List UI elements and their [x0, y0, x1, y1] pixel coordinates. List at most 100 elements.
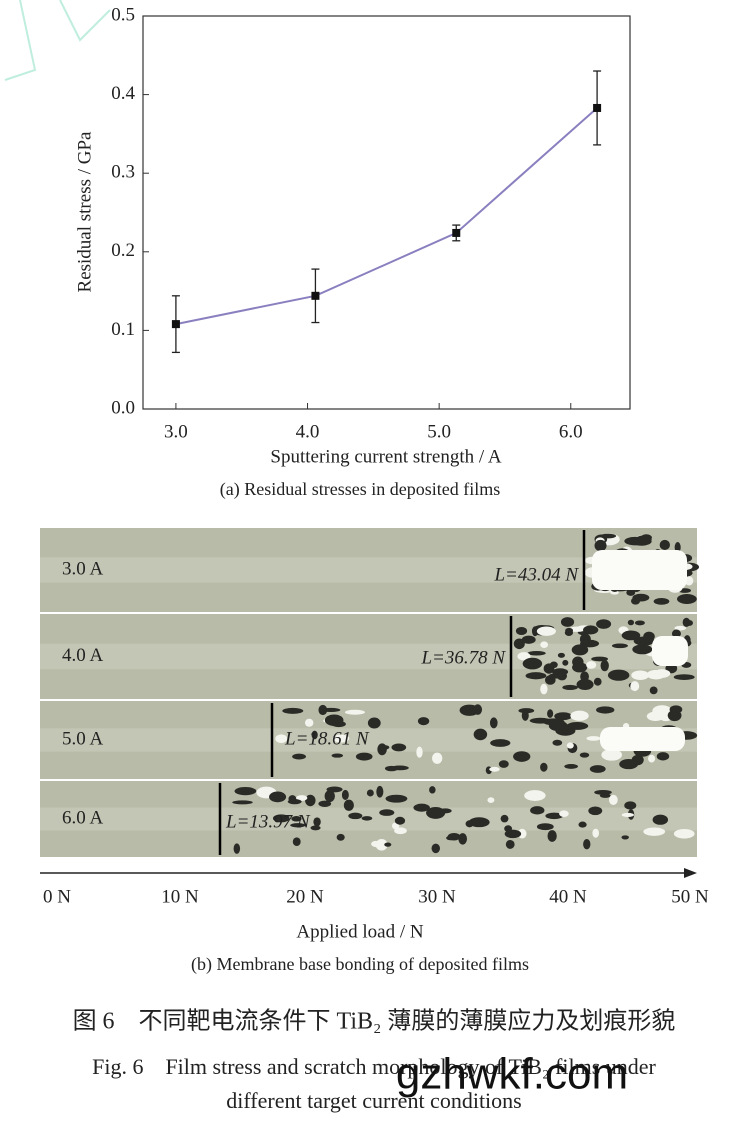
data-point — [171, 320, 180, 329]
caption-en: different target current conditions — [226, 1088, 521, 1113]
scratch-debris — [548, 720, 568, 732]
plot-frame — [142, 15, 631, 410]
scratch-debris — [540, 641, 549, 649]
scratch-debris — [552, 739, 563, 746]
scratch-debris — [515, 626, 528, 635]
scratch-debris — [659, 539, 670, 551]
scratch-debris — [540, 762, 548, 772]
scratch-debris — [536, 823, 554, 831]
data-point — [311, 291, 320, 300]
critical-load-label: L=13.97 N — [225, 811, 311, 832]
scratch-debris — [490, 739, 511, 747]
scratch-debris — [593, 677, 602, 686]
scratch-debris — [632, 593, 650, 602]
scratch-debris — [487, 797, 495, 803]
scratch-debris — [649, 686, 658, 695]
scratch-spall — [592, 550, 687, 590]
scratch-debris — [544, 675, 556, 685]
scratch-debris — [269, 791, 287, 803]
y-tick-label: 0.5 — [111, 4, 135, 25]
scratch-debris — [391, 743, 407, 752]
scratch-debris — [579, 752, 590, 758]
scratch-debris — [292, 837, 301, 847]
scratch-debris — [571, 644, 589, 656]
scratch-debris — [591, 656, 609, 662]
scratch-debris — [522, 657, 543, 670]
scratch-debris — [234, 787, 257, 796]
scratch-debris — [272, 814, 290, 823]
scratch-debris — [600, 660, 609, 672]
scratch-debris — [344, 709, 365, 715]
scratch-debris — [580, 671, 589, 682]
scratch-debris — [324, 714, 344, 726]
scratch-debris — [304, 718, 314, 727]
scratch-debris — [331, 753, 344, 758]
scratch-debris — [656, 752, 670, 761]
scratch-debris — [498, 760, 509, 768]
scratch-debris — [416, 746, 423, 758]
load-tick-label: 50 N — [671, 886, 709, 907]
scratch-debris — [554, 712, 573, 721]
scratch-debris — [310, 825, 321, 831]
caption-cn: 图 6 不同靶电流条件下 TiB₂ 薄膜的薄膜应力及划痕形貌 — [73, 1008, 676, 1035]
scratch-debris — [600, 533, 617, 539]
scratch-debris — [547, 709, 554, 718]
scratch-debris — [384, 842, 392, 847]
scratch-debris — [621, 812, 634, 817]
scratch-debris — [646, 711, 665, 721]
scratch-debris — [594, 539, 607, 552]
scratch-debris — [596, 706, 615, 714]
x-tick-label: 4.0 — [296, 421, 320, 442]
load-tick-label: 10 N — [161, 886, 199, 907]
scratch-debris — [521, 635, 536, 644]
chart-caption: (a) Residual stresses in deposited films — [220, 479, 500, 500]
scratch-debris — [576, 679, 594, 690]
scratch-debris — [540, 683, 548, 695]
critical-load-label: L=18.61 N — [284, 728, 370, 749]
scratch-debris — [578, 821, 587, 828]
y-tick-label: 0.2 — [111, 240, 135, 261]
scratch-debris — [447, 832, 461, 841]
x-tick-label: 6.0 — [559, 421, 583, 442]
critical-load-label: L=36.78 N — [420, 647, 506, 668]
scratch-debris — [361, 816, 373, 821]
scratch-debris — [377, 743, 387, 756]
scratch-debris — [632, 644, 653, 655]
load-tick-label: 0 N — [43, 886, 71, 907]
scratch-debris — [564, 763, 579, 769]
scratch-debris — [527, 651, 546, 656]
scratch-debris — [504, 825, 513, 833]
scratch-debris — [570, 710, 589, 721]
scratch-debris — [564, 629, 574, 636]
scratch-debris — [588, 806, 603, 816]
scratch-debris — [468, 817, 490, 828]
scratch-debris — [549, 661, 558, 669]
scratch-debris — [290, 823, 306, 828]
scratch-debris — [275, 734, 288, 744]
x-tick-label: 3.0 — [164, 421, 188, 442]
scratch-caption: (b) Membrane base bonding of deposited f… — [191, 954, 529, 975]
scratch-debris — [667, 709, 682, 722]
scratch-debris — [473, 728, 488, 741]
x-axis-label: Sputtering current strength / A — [270, 446, 501, 467]
scratch-debris — [473, 704, 483, 715]
y-tick-label: 0.3 — [111, 162, 135, 183]
scratch-debris — [682, 617, 691, 627]
scratch-debris — [594, 789, 612, 795]
scratch-row-label: 3.0 A — [62, 558, 103, 579]
scratch-debris — [505, 839, 515, 849]
scratch-debris — [489, 766, 500, 772]
scratch-debris — [431, 752, 443, 764]
scratch-debris — [521, 710, 529, 721]
scratch-spall — [652, 636, 688, 666]
scratch-debris — [384, 765, 399, 772]
load-tick-label: 40 N — [549, 886, 587, 907]
scratch-debris — [673, 674, 695, 681]
scratch-debris — [305, 794, 316, 807]
scratch-debris — [572, 656, 584, 668]
scratch-debris — [366, 789, 374, 797]
scratch-debris — [417, 717, 430, 726]
scratch-debris — [376, 785, 384, 798]
scratch-debris — [287, 799, 302, 805]
